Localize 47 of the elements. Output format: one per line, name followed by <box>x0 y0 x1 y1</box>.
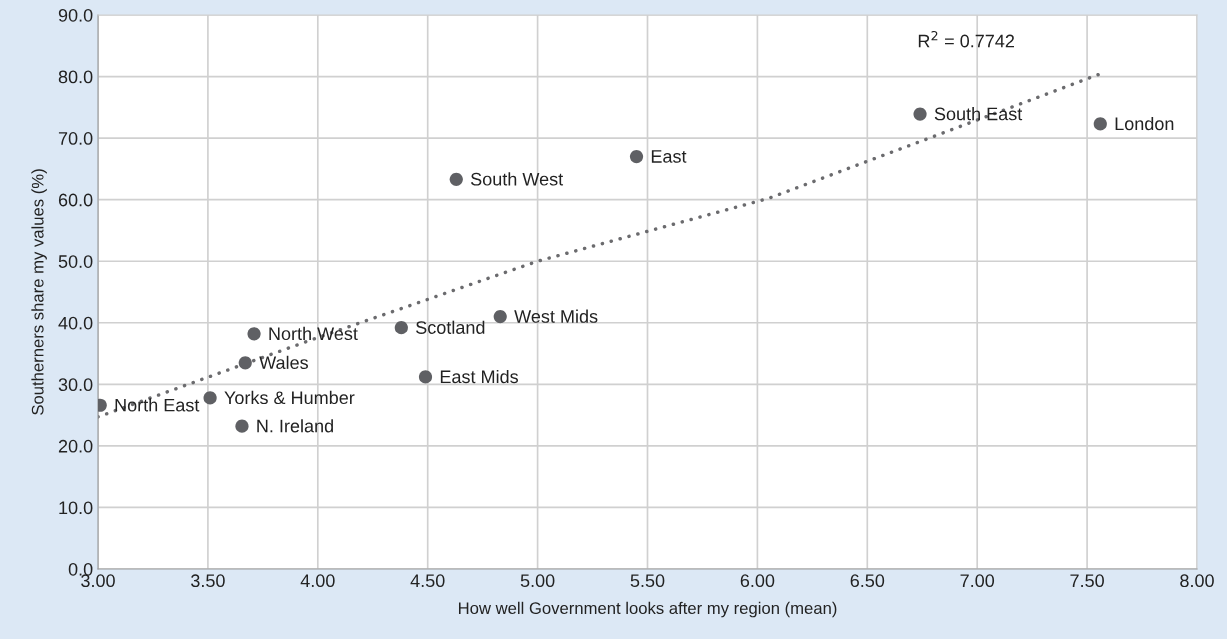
annotation: East <box>651 150 687 163</box>
x-tick-label: 3.50 <box>191 574 225 588</box>
y-tick-label: 40.0 <box>58 316 93 330</box>
annotation: South East <box>934 107 1023 121</box>
point <box>1093 117 1107 131</box>
annotation: Scotland <box>416 320 485 334</box>
y-tick-label: 90.0 <box>58 8 93 22</box>
point <box>235 419 249 433</box>
y-axis-title: Southerners share my values (%) <box>31 169 47 415</box>
point <box>913 107 927 121</box>
y-tick-label: 30.0 <box>58 378 93 392</box>
annotation: London <box>1115 116 1174 131</box>
point <box>247 327 261 341</box>
y-tick-label: 60.0 <box>58 193 93 207</box>
x-tick-label: 6.50 <box>850 574 885 588</box>
y-tick-label: 70.0 <box>58 132 93 145</box>
x-tick-label: 3.00 <box>81 574 115 588</box>
point <box>418 370 433 384</box>
annotation: Wales <box>259 355 308 370</box>
point <box>394 321 408 335</box>
x-tick-label: 4.50 <box>410 574 445 588</box>
annotation: N. Ireland <box>257 419 333 433</box>
annotation: North West <box>269 326 358 341</box>
x-tick-label: 8.00 <box>1180 574 1214 588</box>
point <box>493 310 507 324</box>
annotation: South West <box>470 172 564 186</box>
annotation: East Mids <box>440 369 519 384</box>
y-tick-label: 50.0 <box>58 255 93 268</box>
x-tick-label: 5.00 <box>520 574 555 588</box>
x-tick-label: 7.50 <box>1070 574 1104 588</box>
y-tick-label: 80.0 <box>58 70 93 84</box>
x-axis-title: How well Government looks after my region (mean) <box>458 601 837 618</box>
annotation: West Mids <box>514 309 598 323</box>
y-tick-label: 10.0 <box>59 501 93 515</box>
annotation: R$^{2}$ = 0.7742 <box>918 30 1015 48</box>
x-tick-label: 7.00 <box>960 574 995 588</box>
point <box>203 391 217 405</box>
x-tick-label: 6.00 <box>740 574 775 588</box>
point <box>238 356 252 370</box>
y-tick-label: 20.0 <box>58 439 93 453</box>
x-tick-label: 4.00 <box>300 574 335 588</box>
line-series <box>98 72 1100 419</box>
y-tick-label: 0.0 <box>68 562 93 576</box>
annotation: Yorks & Humber <box>224 390 355 405</box>
x-tick-label: 5.50 <box>630 574 665 588</box>
point <box>449 172 463 186</box>
point <box>629 149 644 164</box>
